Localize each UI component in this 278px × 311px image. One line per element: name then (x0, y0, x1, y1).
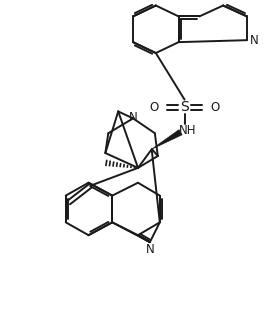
Text: O: O (149, 101, 158, 114)
Text: N: N (145, 243, 154, 256)
Text: NH: NH (179, 124, 196, 137)
Text: N: N (129, 111, 137, 124)
Text: S: S (180, 100, 189, 114)
Text: N: N (249, 34, 258, 47)
Polygon shape (152, 130, 182, 149)
Text: O: O (211, 101, 220, 114)
